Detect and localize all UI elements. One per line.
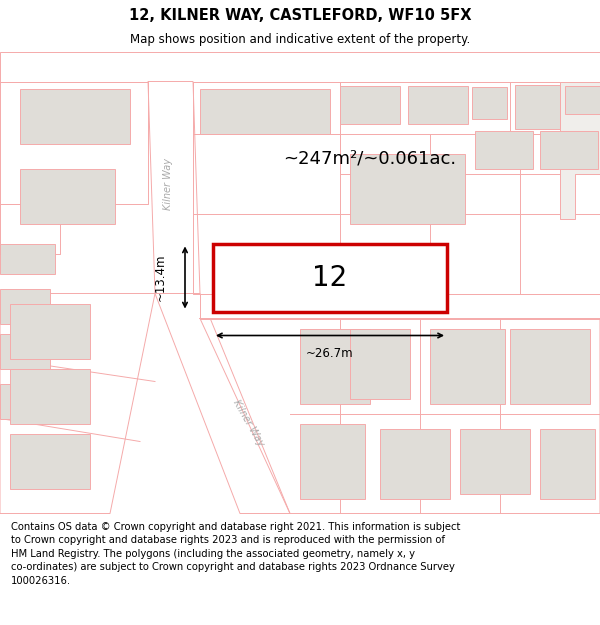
Polygon shape bbox=[510, 329, 590, 404]
Text: Kilner Way: Kilner Way bbox=[230, 399, 265, 449]
Polygon shape bbox=[0, 289, 50, 324]
Bar bbox=[213, 244, 447, 311]
Text: 12: 12 bbox=[313, 264, 347, 291]
Polygon shape bbox=[340, 86, 400, 124]
Text: ~247m²/~0.061ac.: ~247m²/~0.061ac. bbox=[283, 149, 457, 168]
Polygon shape bbox=[560, 81, 600, 219]
Polygon shape bbox=[380, 429, 450, 499]
Polygon shape bbox=[565, 86, 600, 114]
Polygon shape bbox=[300, 329, 370, 404]
Polygon shape bbox=[200, 89, 330, 134]
Text: ~13.4m: ~13.4m bbox=[154, 254, 167, 301]
Polygon shape bbox=[155, 294, 290, 514]
Text: ~26.7m: ~26.7m bbox=[306, 347, 354, 360]
Text: Map shows position and indicative extent of the property.: Map shows position and indicative extent… bbox=[130, 34, 470, 46]
Polygon shape bbox=[10, 369, 90, 424]
Polygon shape bbox=[10, 434, 90, 489]
Polygon shape bbox=[515, 84, 560, 129]
Polygon shape bbox=[472, 86, 507, 119]
Polygon shape bbox=[460, 429, 530, 494]
Polygon shape bbox=[0, 51, 600, 81]
Polygon shape bbox=[350, 329, 410, 399]
Polygon shape bbox=[0, 244, 55, 274]
Polygon shape bbox=[300, 424, 365, 499]
Polygon shape bbox=[430, 329, 505, 404]
Polygon shape bbox=[0, 334, 50, 369]
Polygon shape bbox=[200, 294, 600, 319]
Polygon shape bbox=[10, 304, 90, 359]
Polygon shape bbox=[350, 154, 465, 224]
Text: Contains OS data © Crown copyright and database right 2021. This information is : Contains OS data © Crown copyright and d… bbox=[11, 521, 460, 586]
Polygon shape bbox=[408, 86, 468, 124]
Text: 12, KILNER WAY, CASTLEFORD, WF10 5FX: 12, KILNER WAY, CASTLEFORD, WF10 5FX bbox=[129, 8, 471, 23]
Polygon shape bbox=[0, 384, 50, 419]
Polygon shape bbox=[540, 429, 595, 499]
Polygon shape bbox=[148, 81, 200, 294]
Polygon shape bbox=[540, 131, 598, 169]
Polygon shape bbox=[20, 89, 130, 144]
Polygon shape bbox=[20, 169, 115, 224]
Polygon shape bbox=[475, 131, 533, 169]
Text: Kilner Way: Kilner Way bbox=[163, 158, 173, 209]
